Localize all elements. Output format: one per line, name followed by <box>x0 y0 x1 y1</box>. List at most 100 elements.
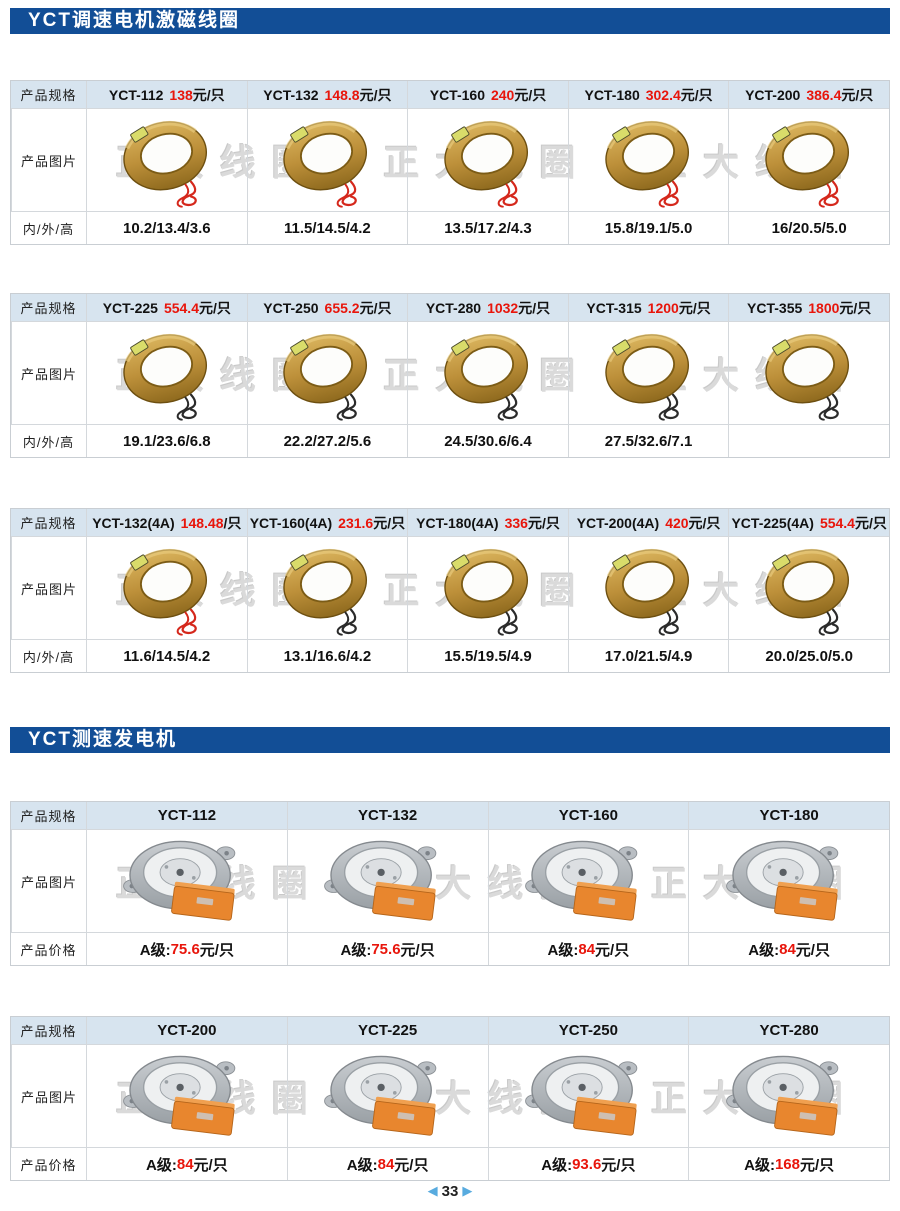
model-label: YCT-132 <box>358 807 418 824</box>
dims-label: 内/外/高 <box>22 649 75 665</box>
price-row: 产品价格 A级: 75.6 元/只 A级: 75.6 元/只 A级: 84 元/只 A级: 8… <box>11 932 889 965</box>
price-value: 84 <box>377 1155 395 1173</box>
dims-value: 17.0/21.5/4.9 <box>567 640 729 672</box>
model-label: YCT-225 <box>358 1022 418 1039</box>
section-title-tacho: YCT测速发电机 <box>10 727 890 753</box>
price-value: 1200 <box>647 299 679 316</box>
dims-value: 27.5/32.6/7.1 <box>567 425 729 457</box>
price-value: 420 <box>665 514 689 531</box>
dims-value: 20.0/25.0/5.0 <box>728 640 889 672</box>
spec-cell: YCT-132(4A) 148.48/只 <box>86 509 247 536</box>
coil-image <box>735 113 883 208</box>
price-value: 148.8 <box>324 86 360 103</box>
model-label: YCT-225 <box>102 299 158 316</box>
product-image-cell <box>246 537 408 639</box>
spec-cell: YCT-280 1032 元/只 <box>407 294 568 321</box>
model-label: YCT-180(4A) <box>416 514 499 531</box>
price-unit: 元/只 <box>193 1156 228 1174</box>
tachometer-image <box>109 1050 264 1143</box>
spec-label: 产品规格 <box>20 1024 77 1039</box>
spec-cell: YCT-250 <box>487 1017 689 1044</box>
spec-row: 产品规格 YCT-112 138 元/只 YCT-132 148.8 元/只 YCT-1… <box>11 81 889 108</box>
spec-label: 产品规格 <box>20 301 77 316</box>
spec-cell: YCT-200(4A) 420 元/只 <box>567 509 729 536</box>
spec-cell: YCT-160(4A) 231.6 元/只 <box>246 509 408 536</box>
image-row: 正大线圈正大线圈正大线圈 产品图片 <box>11 536 889 639</box>
product-image-cell <box>567 109 729 211</box>
dims-value: 13.5/17.2/4.3 <box>407 212 568 244</box>
product-image-cell <box>286 1045 488 1147</box>
product-image-cell <box>407 537 568 639</box>
grade-label: A级: <box>541 1156 573 1174</box>
coil-image <box>414 541 562 636</box>
price-unit: 元/只 <box>839 299 872 316</box>
model-label: YCT-280 <box>425 299 482 316</box>
coil-image <box>93 326 241 421</box>
tacho-table-2: 产品规格 YCT-200 YCT-225 YCT-250 YCT-280 正大线… <box>10 1016 890 1181</box>
grade-label: A级: <box>748 941 780 959</box>
dims-value <box>728 425 889 457</box>
price-value: 75.6 <box>170 940 200 958</box>
dims-label: 内/外/高 <box>22 434 75 450</box>
price-unit: 元/只 <box>359 299 392 316</box>
model-label: YCT-200 <box>745 86 801 103</box>
price-value: 302.4 <box>645 86 681 103</box>
image-label: 产品图片 <box>11 830 86 932</box>
grade-label: A级: <box>340 941 372 959</box>
price-value: 138 <box>169 86 193 103</box>
grade-label: A级: <box>139 941 171 959</box>
dims-value: 15.5/19.5/4.9 <box>407 640 568 672</box>
next-page-icon: ▶ <box>462 1183 473 1198</box>
dims-value: 16/20.5/5.0 <box>728 212 889 244</box>
product-image-cell <box>728 537 889 639</box>
spec-cell: YCT-225 554.4 元/只 <box>86 294 247 321</box>
model-label: YCT-160(4A) <box>249 514 333 531</box>
image-row: 正大线圈正大线圈正大线圈 产品图片 <box>11 1044 889 1147</box>
product-image-cell <box>86 109 247 211</box>
spec-cell: YCT-225(4A) 554.4 元/只 <box>728 509 889 536</box>
model-label: YCT-200 <box>157 1022 217 1039</box>
product-image-cell <box>688 830 889 932</box>
price-cell: A级: 84 元/只 <box>688 933 889 965</box>
product-image-cell <box>86 1045 287 1147</box>
image-label: 产品图片 <box>11 109 86 211</box>
dims-label: 内/外/高 <box>22 221 75 237</box>
image-label: 产品图片 <box>11 1045 86 1147</box>
model-label: YCT-112 <box>108 86 164 103</box>
spec-cell: YCT-180 302.4 元/只 <box>567 81 729 108</box>
tachometer-image <box>511 1050 666 1143</box>
product-image-cell <box>86 322 247 424</box>
spec-cell: YCT-160 240 元/只 <box>407 81 568 108</box>
price-unit: 元/只 <box>199 941 234 959</box>
spec-cell: YCT-132 148.8 元/只 <box>246 81 408 108</box>
price-unit: 元/只 <box>199 299 231 316</box>
grade-label: A级: <box>346 1156 378 1174</box>
price-cell: A级: 84 元/只 <box>86 1148 287 1180</box>
coil-table-2: 产品规格 YCT-225 554.4 元/只 YCT-250 655.2 元/只 YCT… <box>10 293 890 458</box>
tacho-table-1: 产品规格 YCT-112 YCT-132 YCT-160 YCT-180 正大线… <box>10 801 890 966</box>
coil-table-1: 产品规格 YCT-112 138 元/只 YCT-132 148.8 元/只 YCT-1… <box>10 80 890 245</box>
spec-cell: YCT-112 <box>86 802 287 829</box>
price-value: 84 <box>779 940 796 958</box>
model-label: YCT-160 <box>429 86 485 103</box>
product-image-cell <box>86 830 287 932</box>
price-unit: 元/只 <box>527 514 560 531</box>
coil-image <box>735 326 883 421</box>
price-value: 84 <box>176 1155 194 1173</box>
spec-cell: YCT-280 <box>688 1017 889 1044</box>
dims-value: 11.6/14.5/4.2 <box>86 640 247 672</box>
price-unit: 元/只 <box>854 514 887 531</box>
price-value: 240 <box>490 86 515 103</box>
coil-image <box>253 541 401 636</box>
price-unit: /只 <box>223 514 242 531</box>
price-unit: 元/只 <box>688 514 721 531</box>
spec-cell: YCT-132 <box>286 802 488 829</box>
price-unit: 元/只 <box>514 86 547 103</box>
spec-cell: YCT-200 <box>86 1017 287 1044</box>
spec-cell: YCT-250 655.2 元/只 <box>246 294 408 321</box>
spec-cell: YCT-112 138 元/只 <box>86 81 247 108</box>
grade-label: A级: <box>547 941 579 959</box>
model-label: YCT-132(4A) <box>92 514 175 531</box>
spec-label: 产品规格 <box>20 809 77 824</box>
price-label: 产品价格 <box>20 942 77 958</box>
